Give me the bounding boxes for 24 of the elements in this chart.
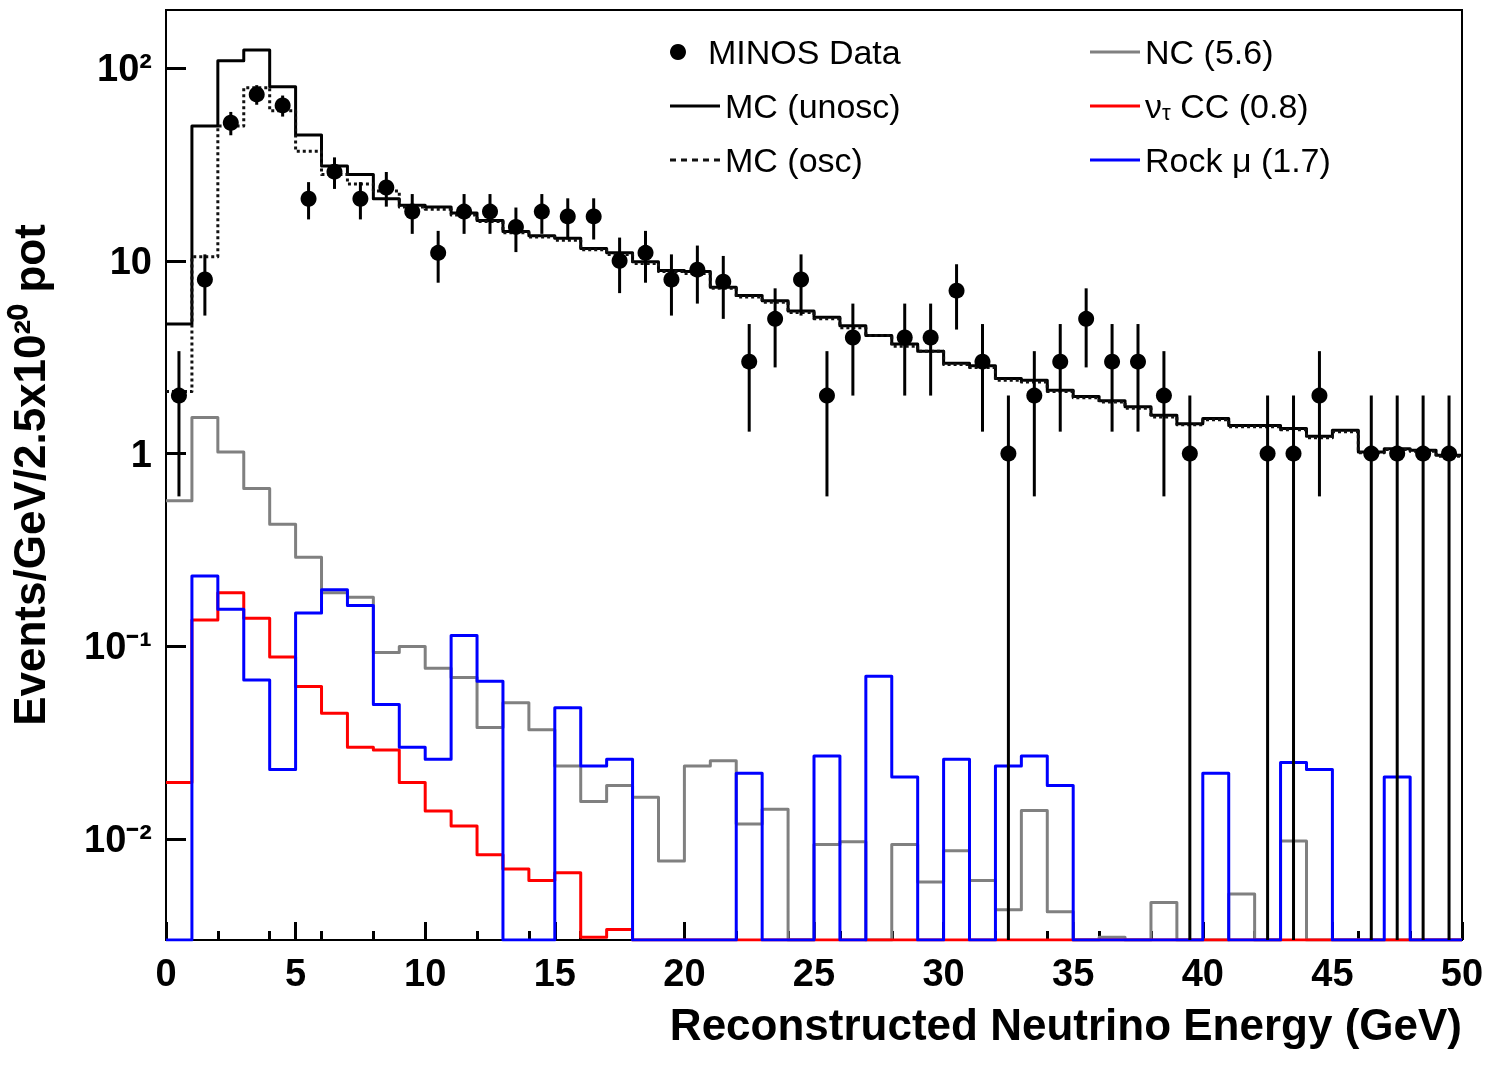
- x-tick-label: 0: [155, 952, 177, 994]
- y-tick-label: 10²: [97, 47, 152, 90]
- y-tick-label: 10⁻²: [84, 818, 152, 861]
- y-tick-label: 1: [130, 432, 152, 475]
- x-axis-title: Reconstructed Neutrino Energy (GeV): [669, 999, 1462, 1049]
- legend-label: Rock μ (1.7): [1145, 141, 1331, 179]
- x-tick-label: 35: [1052, 952, 1095, 994]
- legend-label: MC (osc): [725, 141, 863, 179]
- x-tick-label: 30: [922, 952, 965, 994]
- legend-label: MINOS Data: [708, 33, 901, 71]
- legend-label: MC (unosc): [725, 87, 901, 125]
- x-tick-label: 40: [1181, 952, 1224, 994]
- y-tick-label: 10: [109, 239, 152, 282]
- x-tick-label: 45: [1311, 952, 1354, 994]
- legend-label: ντ CC (0.8): [1145, 87, 1309, 125]
- x-tick-label: 25: [792, 952, 836, 994]
- x-tick-label: 10: [404, 952, 447, 994]
- x-tick-label: 20: [663, 952, 706, 994]
- x-tick-label: 15: [533, 952, 576, 994]
- legend-label: NC (5.6): [1145, 33, 1274, 71]
- y-axis-title: Events/GeV/2.5x10²⁰ pot: [4, 223, 54, 726]
- x-tick-label: 50: [1440, 952, 1484, 994]
- x-tick-label: 5: [285, 952, 307, 994]
- y-tick-label: 10⁻¹: [84, 625, 152, 668]
